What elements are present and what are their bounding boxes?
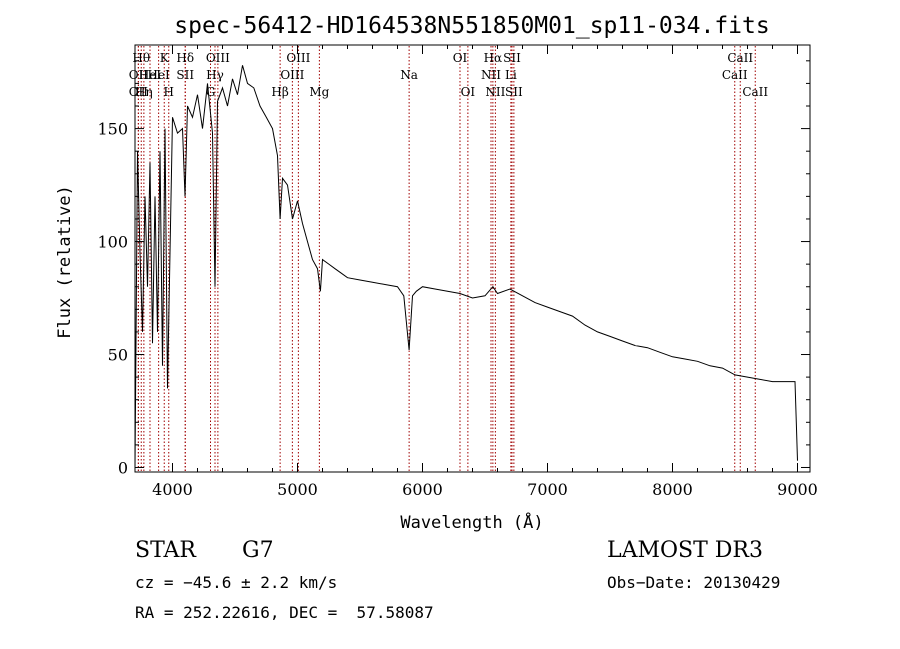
line-label-19: OI — [461, 85, 476, 99]
x-tick-label: 4000 — [152, 480, 193, 499]
line-label-14: OIII — [280, 68, 304, 82]
y-tick-label: 50 — [108, 346, 128, 365]
line-label-7: H — [164, 85, 174, 99]
line-label-17: Na — [400, 68, 418, 82]
x-axis-ticks: 4000 5000 6000 7000 8000 9000 — [152, 45, 818, 499]
line-label-25: SII — [505, 85, 523, 99]
y-tick-label: 0 — [118, 458, 128, 477]
line-label-18: OI — [453, 51, 468, 65]
y-tick-label: 150 — [97, 120, 128, 139]
y-axis-label: Flux (relative) — [55, 185, 75, 339]
x-tick-label: 6000 — [402, 480, 443, 499]
line-label-21: Hα — [484, 51, 503, 65]
line-label-2: Hθ — [132, 51, 150, 65]
plot-frame — [134, 44, 811, 473]
object-class: STAR — [135, 538, 196, 563]
line-label-1: OII — [129, 85, 149, 99]
spectrum-line — [134, 65, 798, 468]
x-axis-label: Wavelength (Å) — [400, 511, 543, 533]
line-label-3: Hη — [135, 85, 153, 99]
line-label-26: CaII — [722, 68, 748, 82]
observation-date: Obs−Date: 20130429 — [607, 573, 781, 592]
line-label-6: K — [160, 51, 170, 65]
line-label-11: Hγ — [206, 68, 224, 82]
coordinates: RA = 252.22616, DEC = 57.58087 — [135, 603, 434, 622]
line-label-13: Hβ — [271, 85, 288, 99]
line-label-27: CaII — [727, 51, 753, 65]
y-tick-label: 100 — [97, 233, 128, 252]
line-label-15: OIII — [286, 51, 310, 65]
x-tick-label: 5000 — [277, 480, 318, 499]
line-label-4: HeI — [139, 68, 162, 82]
x-tick-label: 7000 — [527, 480, 568, 499]
line-label-8: Hδ — [176, 51, 194, 65]
line-label-12: OIII — [206, 51, 230, 65]
line-label-9: SII — [176, 68, 194, 82]
line-label-24: SII — [503, 51, 521, 65]
line-label-28: CaII — [742, 85, 768, 99]
line-label-16: Mg — [309, 85, 329, 99]
chart-title: spec-56412-HD164538N551850M01_sp11-034.f… — [174, 13, 769, 39]
line-label-20: NII — [481, 68, 501, 82]
x-tick-label: 8000 — [652, 480, 693, 499]
line-label-5: HeI — [147, 68, 170, 82]
line-label-0: OII — [129, 68, 149, 82]
y-axis-ticks: 0 50 100 150 — [97, 60, 810, 477]
line-label-10: G — [206, 85, 216, 99]
x-tick-label: 9000 — [777, 480, 818, 499]
spectral-line-markers — [137, 46, 756, 471]
survey-name: LAMOST DR3 — [607, 538, 763, 563]
redshift-velocity: cz = −45.6 ± 2.2 km/s — [135, 573, 338, 592]
line-label-22: NII — [485, 85, 505, 99]
object-subclass: G7 — [242, 538, 274, 563]
line-label-23: Li — [505, 68, 517, 82]
